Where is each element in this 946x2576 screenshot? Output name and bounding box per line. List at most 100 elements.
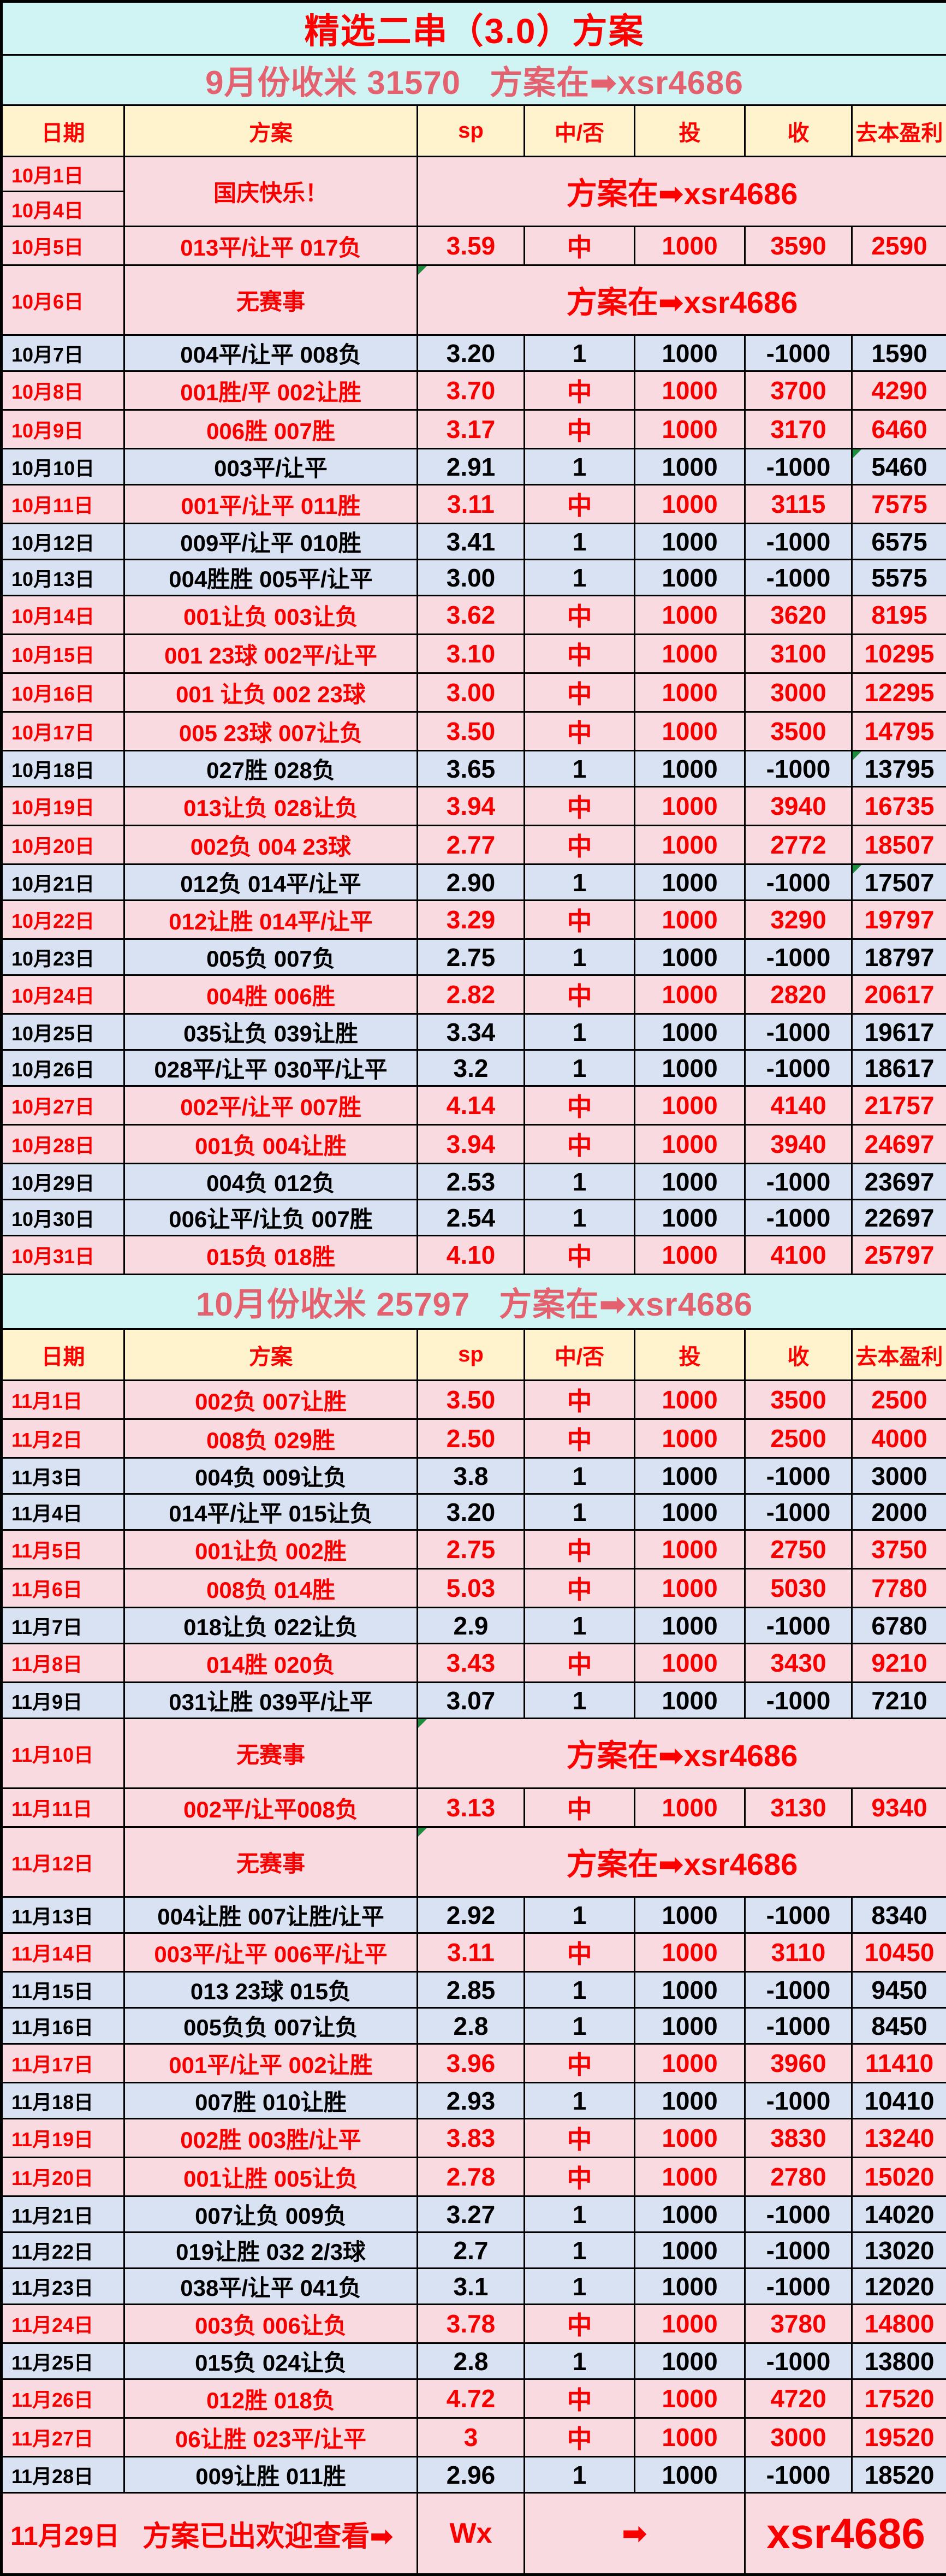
stake-cell: 1000 <box>635 673 745 712</box>
stake-cell: 1000 <box>635 2457 745 2493</box>
result-cell: 中 <box>525 1530 635 1569</box>
date-cell: 11月12日 <box>2 1827 124 1897</box>
profit-cell: 23697 <box>852 1164 946 1200</box>
result-cell: 中 <box>525 596 635 635</box>
stake-cell: 1000 <box>635 1644 745 1683</box>
special-row: 11月12日无赛事方案在➡xsr4686 <box>2 1827 946 1897</box>
return-cell: -1000 <box>745 1200 852 1236</box>
sp-odds-cell: 3.10 <box>418 635 525 673</box>
result-cell: 1 <box>525 939 635 975</box>
date-cell: 10月31日 <box>2 1236 124 1275</box>
profit-cell: 3000 <box>852 1458 946 1494</box>
column-header-5: 收 <box>745 1329 852 1381</box>
profit-cell: 18617 <box>852 1050 946 1086</box>
return-cell: 4140 <box>745 1086 852 1125</box>
sp-odds-cell: 5.03 <box>418 1569 525 1608</box>
stake-cell: 1000 <box>635 227 745 265</box>
return-cell: -1000 <box>745 449 852 485</box>
october-summary-banner: 10月份收米 25797 方案在➡xsr4686 <box>2 1275 946 1329</box>
stake-cell: 1000 <box>635 1494 745 1530</box>
sp-odds-cell: 2.90 <box>418 864 525 901</box>
plan-cell: 007让负 009负 <box>124 2196 418 2232</box>
plan-cell: 001让胜 005让负 <box>124 2158 418 2196</box>
arrow-icon: ➡ <box>525 2493 745 2575</box>
plan-cell: 001让负 002胜 <box>124 1530 418 1569</box>
return-cell: -1000 <box>745 751 852 787</box>
plan-cell: 004让胜 007让胜/让平 <box>124 1897 418 1933</box>
return-cell: -1000 <box>745 2343 852 2379</box>
sp-odds-cell: 3.2 <box>418 1050 525 1086</box>
return-cell: -1000 <box>745 524 852 560</box>
plan-cell: 001让负 003让负 <box>124 596 418 635</box>
stake-cell: 1000 <box>635 2083 745 2119</box>
result-cell: 1 <box>525 449 635 485</box>
profit-cell: 9210 <box>852 1644 946 1683</box>
result-cell: 中 <box>525 635 635 673</box>
plan-cell: 001 23球 002平/让平 <box>124 635 418 673</box>
september-summary-banner: 9月份收米 31570 方案在➡xsr4686 <box>2 55 946 105</box>
plan-cell: 028平/让平 030平/让平 <box>124 1050 418 1086</box>
profit-cell: 17507 <box>852 864 946 901</box>
date-cell: 11月10日 <box>2 1719 124 1789</box>
result-cell: 中 <box>525 2418 635 2457</box>
result-cell: 1 <box>525 1050 635 1086</box>
column-header-2: sp <box>418 105 525 157</box>
return-cell: 2780 <box>745 2158 852 2196</box>
return-cell: 4100 <box>745 1236 852 1275</box>
return-cell: 3940 <box>745 787 852 826</box>
sp-odds-cell: 2.50 <box>418 1419 525 1458</box>
sp-odds-cell: 3.20 <box>418 335 525 371</box>
date-cell: 10月11日 <box>2 485 124 524</box>
stake-cell: 1000 <box>635 712 745 751</box>
final-row: 11月29日方案已出欢迎查看➡Wx➡xsr4686 <box>2 2493 946 2575</box>
date-cell: 11月23日 <box>2 2269 124 2305</box>
sp-odds-cell: 3.11 <box>418 1933 525 1972</box>
date-cell: 11月24日 <box>2 2305 124 2343</box>
stake-cell: 1000 <box>635 1933 745 1972</box>
profit-cell: 18797 <box>852 939 946 975</box>
result-cell: 中 <box>525 712 635 751</box>
date-cell: 10月12日 <box>2 524 124 560</box>
stake-cell: 1000 <box>635 2269 745 2305</box>
stake-cell: 1000 <box>635 1683 745 1719</box>
profit-cell: 19520 <box>852 2418 946 2457</box>
date-cell: 10月24日 <box>2 975 124 1014</box>
result-cell: 中 <box>525 1569 635 1608</box>
date-cell: 11月7日 <box>2 1608 124 1644</box>
result-cell: 中 <box>525 485 635 524</box>
profit-cell: 4290 <box>852 371 946 410</box>
result-cell: 1 <box>525 2269 635 2305</box>
sp-odds-cell: 3.29 <box>418 901 525 939</box>
result-cell: 中 <box>525 371 635 410</box>
stake-cell: 1000 <box>635 939 745 975</box>
page-title: 精选二串（3.0）方案 <box>2 2 946 55</box>
date-cell: 10月6日 <box>2 265 124 335</box>
result-cell: 1 <box>525 1608 635 1644</box>
plan-cell: 001平/让平 002让胜 <box>124 2044 418 2083</box>
sp-odds-cell: 3.11 <box>418 485 525 524</box>
plan-cell: 004负 012负 <box>124 1164 418 1200</box>
stake-cell: 1000 <box>635 1236 745 1275</box>
profit-cell: 7575 <box>852 485 946 524</box>
date-cell: 10月25日 <box>2 1014 124 1050</box>
return-cell: 3100 <box>745 635 852 673</box>
plan-cell: 007胜 010让胜 <box>124 2083 418 2119</box>
stake-cell: 1000 <box>635 1608 745 1644</box>
return-cell: 3830 <box>745 2119 852 2158</box>
profit-cell: 10295 <box>852 635 946 673</box>
sp-odds-cell: 3.65 <box>418 751 525 787</box>
plan-cell: 012让胜 014平/让平 <box>124 901 418 939</box>
sp-odds-cell: 2.8 <box>418 2008 525 2044</box>
date-cell: 10月22日 <box>2 901 124 939</box>
sp-odds-cell: 2.78 <box>418 2158 525 2196</box>
